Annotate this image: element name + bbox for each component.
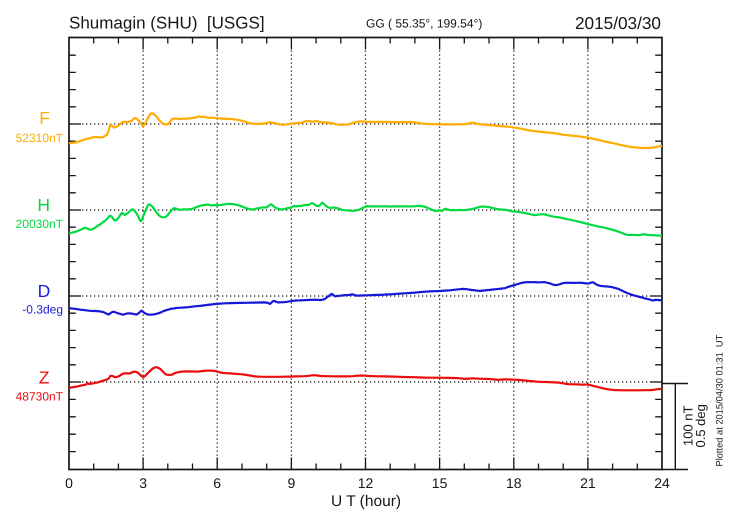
svg-text:100 nT: 100 nT (681, 405, 696, 446)
svg-text:18: 18 (506, 475, 522, 491)
svg-text:15: 15 (432, 475, 448, 491)
svg-text:48730nT: 48730nT (16, 389, 64, 403)
svg-text:9: 9 (288, 475, 296, 491)
svg-text:21: 21 (580, 475, 596, 491)
svg-text:Plotted at 2015/04/30 01:31 U: Plotted at 2015/04/30 01:31 UT (715, 334, 725, 466)
svg-text:U T (hour): U T (hour) (331, 493, 401, 510)
svg-text:F: F (39, 108, 50, 128)
svg-text:-0.3deg: -0.3deg (22, 303, 63, 317)
svg-text:D: D (38, 281, 51, 301)
svg-text:0: 0 (65, 475, 73, 491)
svg-text:0.5 deg: 0.5 deg (693, 404, 708, 447)
svg-text:52310nT: 52310nT (16, 131, 64, 145)
svg-text:24: 24 (654, 475, 670, 491)
svg-text:Shumagin (SHU) [USGS]: Shumagin (SHU) [USGS] (69, 14, 265, 33)
svg-text:3: 3 (139, 475, 147, 491)
svg-text:2015/03/30: 2015/03/30 (575, 13, 661, 33)
svg-text:Z: Z (39, 368, 50, 388)
svg-text:12: 12 (358, 475, 374, 491)
svg-text:20030nT: 20030nT (16, 217, 64, 231)
svg-text:6: 6 (213, 475, 221, 491)
svg-text:GG ( 55.35°, 199.54°): GG ( 55.35°, 199.54°) (366, 17, 482, 31)
svg-text:H: H (37, 195, 50, 215)
